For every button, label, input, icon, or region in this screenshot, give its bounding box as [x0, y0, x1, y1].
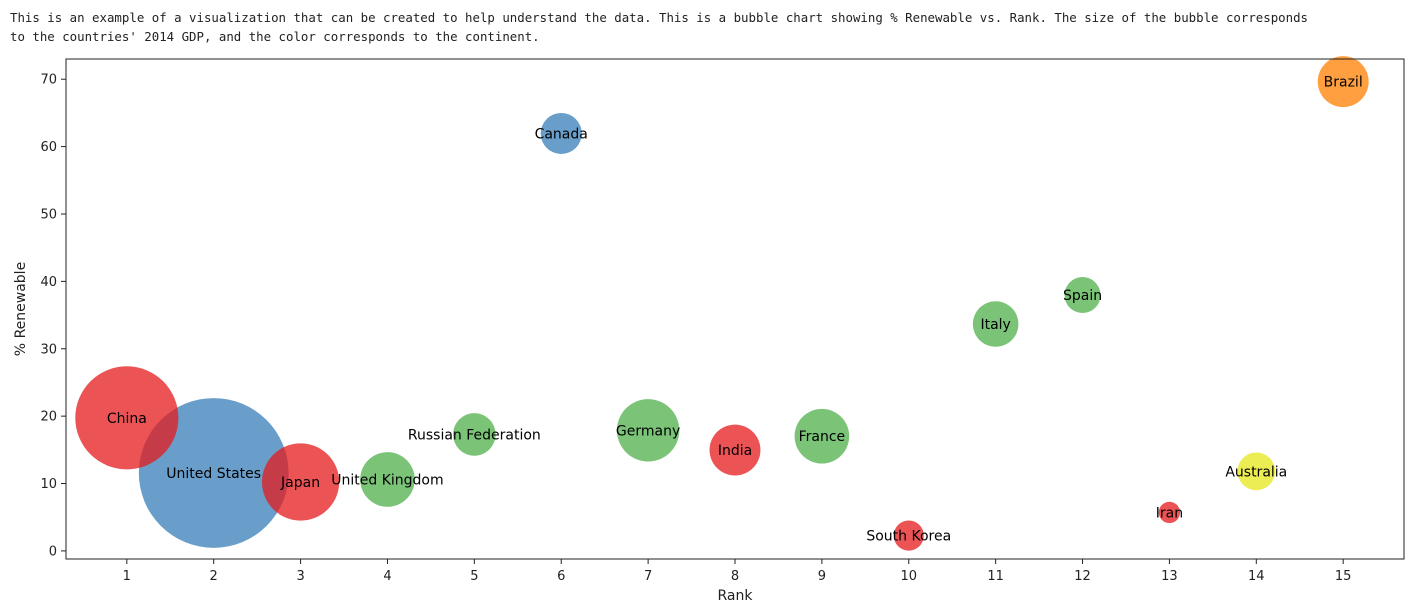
bubble-canada [540, 112, 582, 154]
bubble-united-states [138, 398, 289, 548]
bubble-label-japan: Japan [280, 475, 320, 491]
x-tick-label: 1 [123, 569, 131, 584]
y-tick-label: 20 [40, 410, 57, 425]
bubble-label-australia: Australia [1225, 464, 1287, 480]
x-tick-label: 2 [210, 569, 218, 584]
x-tick-label: 12 [1074, 569, 1091, 584]
y-tick-label: 50 [40, 207, 57, 222]
x-tick-label: 8 [731, 569, 739, 584]
bubble-label-italy: Italy [980, 317, 1010, 333]
bubble-france [794, 408, 850, 464]
bubble-label-india: India [718, 443, 752, 459]
bubble-japan [261, 443, 340, 521]
y-tick-label: 70 [40, 73, 57, 88]
bubble-label-south-korea: South Korea [866, 529, 951, 545]
x-tick-label: 3 [296, 569, 304, 584]
y-axis: 0 10 20 30 40 50 60 70 [40, 73, 66, 559]
y-tick-label: 40 [40, 275, 57, 290]
labels-layer: China United States Japan United Kingdom Rus… [107, 75, 1363, 545]
y-tick-label: 10 [40, 477, 57, 492]
x-axis-label: Rank [718, 588, 754, 604]
bubble-label-canada: Canada [535, 126, 588, 142]
x-tick-label: 9 [818, 569, 826, 584]
y-tick-label: 30 [40, 342, 57, 357]
bubble-label-brazil: Brazil [1324, 75, 1363, 91]
description-line-1: This is an example of a visualization th… [10, 10, 1309, 25]
description-line-2: to the countries' 2014 GDP, and the colo… [10, 29, 540, 44]
bubble-south-korea [893, 520, 924, 551]
description-text: This is an example of a visualization th… [10, 8, 1415, 46]
x-tick-label: 4 [383, 569, 391, 584]
bubble-label-spain: Spain [1063, 288, 1102, 304]
x-tick-label: 13 [1161, 569, 1178, 584]
bubble-spain [1064, 277, 1101, 314]
y-axis-label: % Renewable [13, 262, 29, 356]
bubble-label-united-kingdom: United Kingdom [331, 472, 443, 488]
bubble-germany [616, 399, 680, 462]
x-axis: 1 2 3 4 5 6 7 8 9 10 11 12 13 14 15 [123, 559, 1352, 584]
x-tick-label: 10 [900, 569, 917, 584]
x-tick-label: 5 [470, 569, 478, 584]
bubble-label-iran: Iran [1156, 505, 1183, 521]
x-tick-label: 6 [557, 569, 565, 584]
bubble-india [709, 424, 761, 476]
bubble-iran [1158, 501, 1181, 524]
bubble-label-russian-federation: Russian Federation [408, 427, 541, 443]
bubble-italy [972, 301, 1019, 347]
bubble-australia [1237, 452, 1276, 491]
bubble-label-united-states: United States [166, 466, 261, 482]
x-tick-label: 15 [1335, 569, 1352, 584]
bubble-china [75, 366, 179, 470]
x-tick-label: 14 [1248, 569, 1265, 584]
bubble-label-france: France [799, 429, 846, 445]
bubble-label-china: China [107, 411, 147, 427]
bubble-label-germany: Germany [616, 423, 680, 439]
y-tick-label: 60 [40, 140, 57, 155]
x-tick-label: 11 [987, 569, 1004, 584]
bubbles-layer [75, 56, 1369, 551]
bubble-russian-federation [453, 413, 496, 456]
bubble-brazil [1317, 56, 1369, 108]
x-tick-label: 7 [644, 569, 652, 584]
bubble-united-kingdom [360, 452, 415, 507]
y-tick-label: 0 [49, 544, 57, 559]
